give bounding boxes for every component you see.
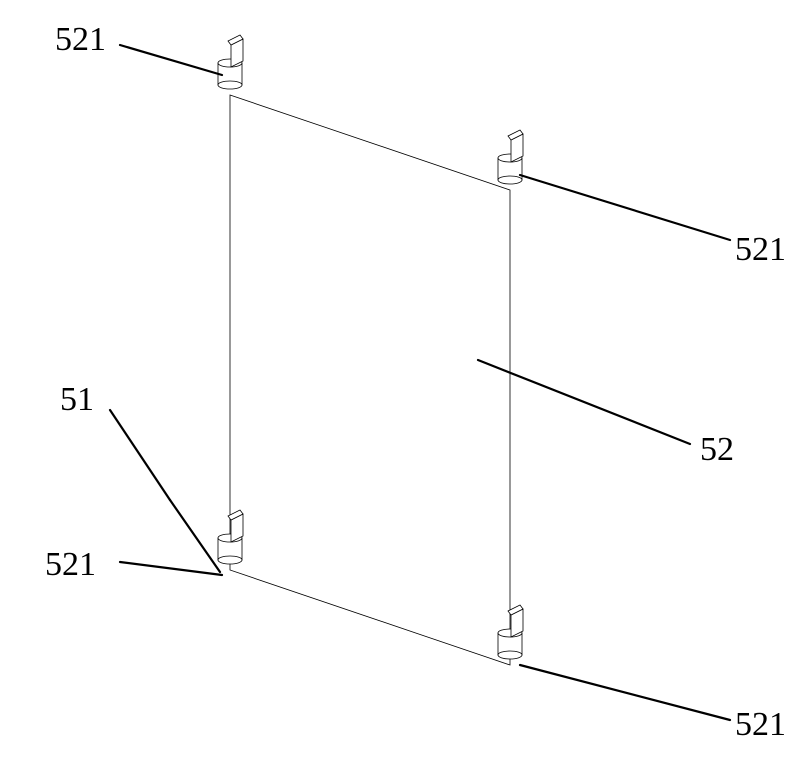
leader-521-bottom-left <box>120 562 222 575</box>
panel-52 <box>230 95 510 665</box>
leader-521-top-left <box>120 45 222 75</box>
diagram-svg: 521 521 52 51 521 521 <box>0 0 798 775</box>
label-51: 51 <box>60 381 94 418</box>
pin-521-top-right-base-bottom <box>498 176 522 184</box>
label-521-bottom-left: 521 <box>45 546 96 583</box>
leader-521-top-right <box>520 175 730 240</box>
pin-521-bottom-left-base-bottom <box>218 556 242 564</box>
pin-521-top-left-base-bottom <box>218 81 242 89</box>
pin-521-bottom-right-base-bottom <box>498 651 522 659</box>
leader-51-seg2 <box>170 500 220 572</box>
label-521-bottom-right: 521 <box>735 706 786 743</box>
leader-51-seg1 <box>110 410 170 500</box>
leader-521-bottom-right <box>520 665 730 720</box>
label-521-top-right: 521 <box>735 231 786 268</box>
label-521-top-left: 521 <box>55 21 106 58</box>
label-52: 52 <box>700 431 734 468</box>
